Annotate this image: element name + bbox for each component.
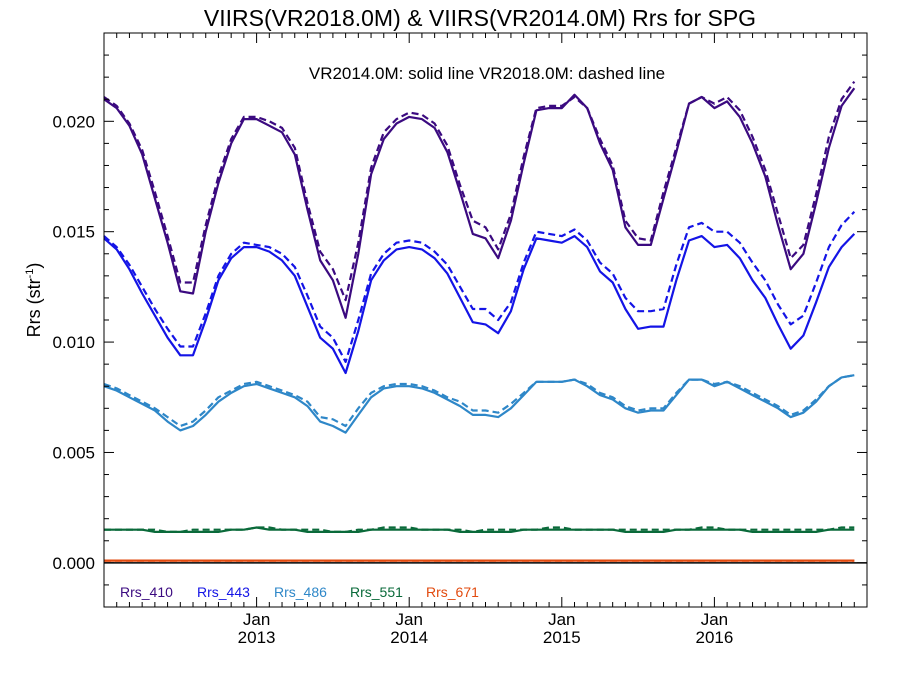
y-tick-label: 0.010 [52,333,95,352]
y-axis-label: Rrs (str-1) [24,263,44,338]
series-line-rrs-486-dashed [103,374,855,428]
x-tick-label-month: Jan [548,610,575,629]
x-tick-label-month: Jan [243,610,270,629]
legend-item-rrs-443: Rrs_443 [197,584,250,600]
legend-item-rrs-551: Rrs_551 [350,584,403,600]
y-tick-label: 0.005 [52,443,95,462]
chart-subtitle: VR2014.0M: solid line VR2018.0M: dashed … [309,64,665,83]
legend-item-rrs-486: Rrs_486 [274,584,327,600]
y-tick-label: 0.020 [52,112,95,131]
axes: 0.0000.0050.0100.0150.020Jan2013Jan2014J… [52,32,868,647]
x-tick-label-month: Jan [395,610,422,629]
x-tick-label-year: 2013 [238,628,276,647]
x-tick-label-year: 2014 [390,628,428,647]
series-line-rrs-443-solid [103,233,856,375]
legend-item-rrs-410: Rrs_410 [120,584,173,600]
x-tick-label-month: Jan [701,610,728,629]
chart-title: VIIRS(VR2018.0M) & VIIRS(VR2014.0M) Rrs … [204,5,756,31]
x-tick-label-year: 2015 [543,628,581,647]
series-line-rrs-410-solid [103,87,856,319]
plot-area [103,80,867,564]
series-line-rrs-443-dashed [103,211,856,363]
y-tick-label: 0.000 [52,554,95,573]
plot-frame [103,32,868,608]
series-line-rrs-410-dashed [103,80,856,302]
legend: Rrs_410 Rrs_443 Rrs_486 Rrs_551 Rrs_671 [120,584,479,600]
series-line-rrs-486-solid [103,374,855,434]
x-tick-label-year: 2016 [695,628,733,647]
legend-item-rrs-671: Rrs_671 [426,584,479,600]
y-tick-label: 0.015 [52,223,95,242]
series-line-rrs-551-dashed [104,526,855,534]
